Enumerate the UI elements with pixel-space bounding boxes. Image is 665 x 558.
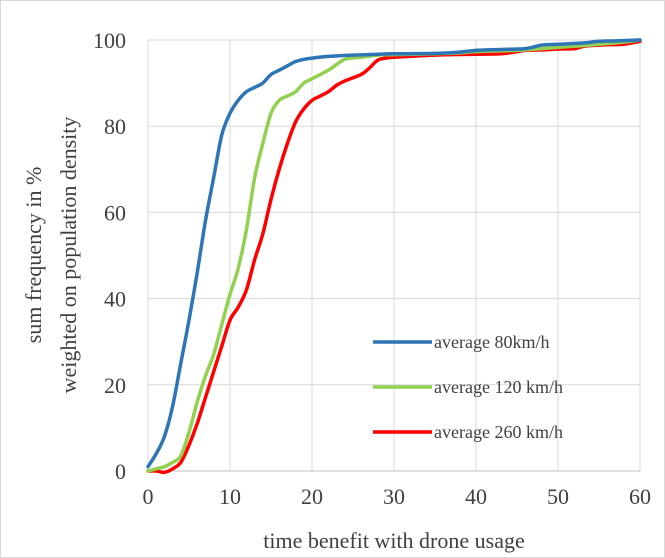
series-line-0 bbox=[146, 38, 642, 469]
x-tick-label: 60 bbox=[629, 484, 651, 509]
x-tick-label: 40 bbox=[465, 484, 487, 509]
y-tick-labels: 0 20 40 60 80 100 bbox=[93, 28, 126, 484]
y-tick-label: 100 bbox=[93, 28, 126, 53]
y-axis-title-line-1: sum frequency in % bbox=[21, 167, 46, 344]
axes bbox=[147, 40, 640, 472]
y-tick-label: 20 bbox=[104, 373, 126, 398]
x-tick-label: 0 bbox=[143, 484, 154, 509]
legend-label-0: average 80km/h bbox=[434, 332, 549, 352]
x-axis-title: time benefit with drone usage bbox=[263, 528, 524, 553]
x-tick-label: 30 bbox=[383, 484, 405, 509]
x-tick-label: 50 bbox=[547, 484, 569, 509]
y-tick-label: 60 bbox=[104, 200, 126, 225]
x-tick-labels: 0 10 20 30 40 50 60 bbox=[143, 484, 652, 509]
y-tick-label: 40 bbox=[104, 287, 126, 312]
legend: average 80km/h average 120 km/h average 26… bbox=[373, 332, 563, 442]
x-tick-label: 20 bbox=[301, 484, 323, 509]
legend-label-1: average 120 km/h bbox=[434, 377, 563, 397]
y-axis-title-line-2: weighted on population density bbox=[56, 117, 81, 394]
y-tick-label: 80 bbox=[104, 114, 126, 139]
legend-label-2: average 260 km/h bbox=[434, 422, 563, 442]
x-tick-label: 10 bbox=[219, 484, 241, 509]
grid-lines bbox=[148, 39, 641, 471]
series-lines bbox=[146, 38, 642, 475]
y-tick-label: 0 bbox=[115, 459, 126, 484]
